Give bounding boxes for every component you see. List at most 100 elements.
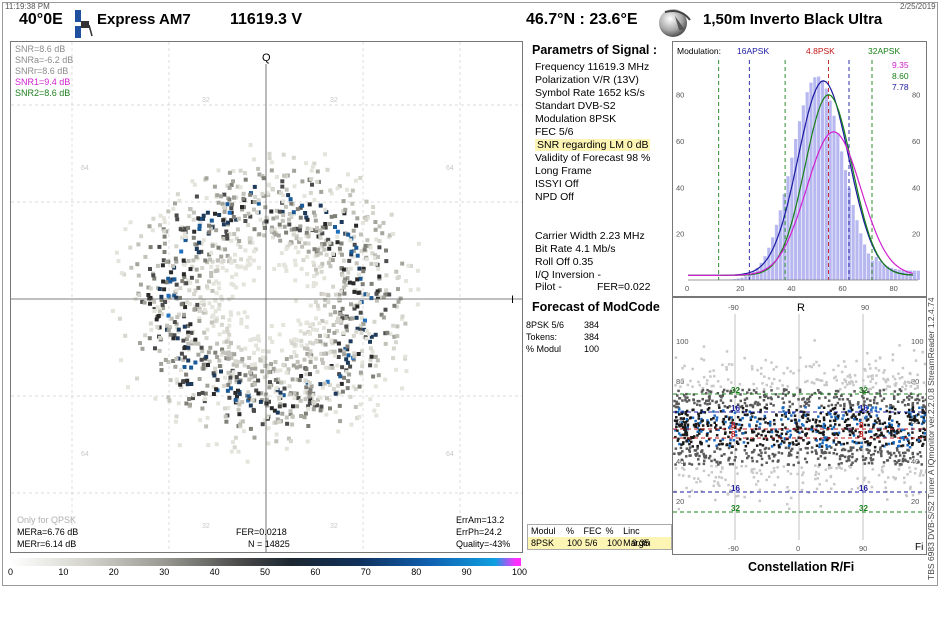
polar-point: [908, 413, 911, 416]
polar-point: [696, 434, 699, 437]
polar-point: [745, 452, 748, 455]
constellation-point: [155, 325, 160, 329]
constellation-point: [370, 251, 375, 256]
polar-point: [705, 433, 709, 436]
constellation-point: [256, 201, 261, 206]
param-line: ISSYI Off: [535, 178, 579, 190]
polar-point: [707, 474, 711, 477]
polar-top-tick: 90: [861, 303, 869, 312]
constellation-point: [247, 356, 252, 360]
polar-y-tick: 80: [676, 377, 684, 386]
constellation-point: [351, 248, 356, 253]
constellation-point: [284, 230, 289, 235]
polar-point: [908, 415, 912, 419]
constellation-point: [327, 382, 332, 387]
satellite-position: 40°0E: [19, 11, 63, 28]
polar-point: [686, 425, 689, 429]
constellation-point: [307, 232, 311, 237]
constellation-point: [283, 204, 288, 209]
hist-bar: [817, 76, 821, 280]
polar-point: [839, 443, 843, 446]
constellation-point: [227, 256, 232, 261]
polar-point: [866, 352, 869, 355]
constellation-point: [323, 225, 328, 230]
modcode-header-margin: Linc Margin: [623, 526, 651, 548]
polar-point: [874, 409, 878, 412]
constellation-point: [314, 316, 319, 321]
polar-point: [834, 415, 837, 419]
polar-y-tick: 100: [676, 337, 689, 346]
polar-point: [675, 402, 678, 406]
constellation-point: [312, 247, 317, 252]
polar-point: [824, 438, 827, 441]
polar-point: [867, 413, 871, 416]
constellation-point: [204, 196, 209, 201]
polar-point: [825, 381, 828, 384]
param-line: Long Frame: [535, 165, 592, 177]
polar-point: [862, 478, 866, 482]
polar-point: [795, 455, 799, 459]
polar-point: [727, 378, 730, 381]
polar-point: [759, 417, 762, 421]
constellation-point: [214, 279, 219, 284]
polar-point: [863, 385, 867, 388]
polar-point: [923, 432, 926, 435]
constellation-point: [173, 201, 177, 206]
polar-point: [804, 446, 808, 450]
constellation-point: [277, 420, 282, 424]
constellation-point: [232, 232, 237, 236]
constellation-point: [173, 364, 178, 369]
constellation-point: [291, 232, 296, 237]
polar-point: [772, 443, 776, 447]
polar-point: [719, 447, 722, 451]
constellation-point: [188, 280, 193, 285]
polar-point: [782, 389, 786, 392]
polar-point: [780, 428, 784, 431]
polar-point: [715, 419, 718, 422]
constellation-point: [299, 338, 304, 343]
polar-point: [678, 425, 681, 428]
polar-point: [803, 400, 807, 404]
constellation-point: [186, 259, 191, 263]
polar-point: [775, 414, 778, 417]
polar-point: [737, 388, 740, 391]
polar-line-label: 32: [859, 386, 868, 395]
polar-point: [685, 486, 688, 490]
polar-point: [685, 418, 689, 421]
constellation-point: [389, 212, 394, 217]
param-line: Modulation 8PSK: [535, 113, 617, 125]
constellation-point: [305, 254, 310, 259]
polar-point: [816, 457, 820, 460]
i-axis-label: I: [511, 294, 514, 306]
polar-point: [830, 446, 833, 449]
constellation-point: [211, 324, 216, 328]
polar-point: [685, 433, 689, 437]
polar-point: [848, 433, 852, 437]
main-frame: [2, 2, 938, 586]
polar-point: [883, 436, 887, 439]
constellation-point: [311, 210, 316, 215]
polar-point: [678, 397, 682, 400]
constellation-point: [331, 387, 336, 391]
constellation-point: [287, 242, 292, 247]
polar-point: [678, 442, 681, 446]
constellation-point: [360, 360, 365, 365]
polar-point: [817, 415, 820, 418]
constellation-point: [307, 380, 312, 385]
constellation-point: [237, 239, 242, 243]
constellation-point: [217, 332, 222, 337]
constellation-point: [157, 287, 162, 291]
constellation-point: [196, 216, 201, 221]
constellation-point: [273, 420, 278, 425]
polar-point: [895, 447, 899, 450]
polar-point: [754, 427, 758, 431]
polar-point: [805, 460, 809, 464]
polar-point: [835, 379, 838, 382]
color-scale-label: 30: [159, 567, 170, 577]
constellation-point: [234, 375, 239, 380]
constellation-point: [306, 249, 311, 254]
polar-point: [706, 388, 709, 392]
polar-point: [860, 445, 863, 449]
constellation-point: [220, 347, 225, 352]
constellation-point: [213, 211, 217, 216]
